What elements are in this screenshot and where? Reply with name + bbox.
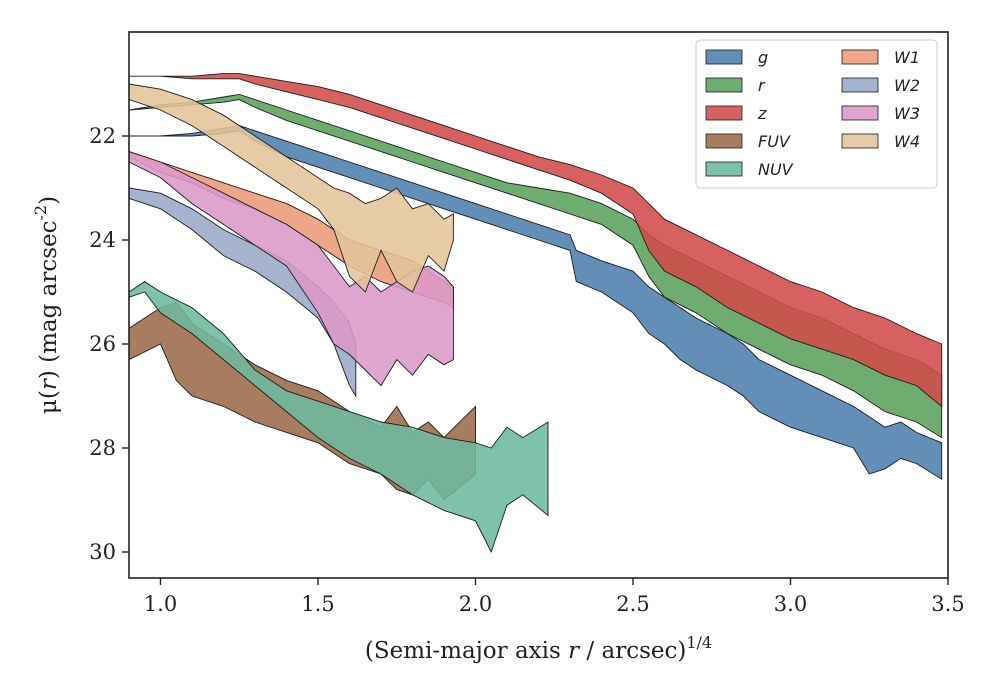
x-tick-label: 1.0 [144,592,177,616]
band-w4 [128,83,454,293]
legend-box [695,39,938,189]
band-z [129,73,943,408]
legend-label-w3: W3 [894,104,920,123]
y-tick-label: 26 [89,332,116,356]
y-tick-label: 24 [89,228,116,252]
legend-label-fuv: FUV [758,132,791,151]
band-nuv [128,281,549,554]
legend-label-r: r [758,76,766,95]
legend-label-w1: W1 [894,48,920,67]
x-tick-label: 3.5 [931,592,964,616]
plot-frame [128,31,949,579]
y-tick-label: 28 [89,436,116,460]
x-tick-label: 2.0 [459,592,492,616]
y-tick-label: 22 [89,124,116,148]
band-g [129,125,943,481]
x-tick-label: 2.5 [616,592,649,616]
legend-swatch-w3 [841,105,879,121]
legend-label-w4: W4 [894,132,920,151]
x-axis-label: (Semi-major axis r / arcsec)1/4 [365,633,712,664]
legend-swatch-w4 [841,133,879,149]
legend-label-w2: W2 [894,76,920,95]
x-tick-label: 3.0 [774,592,807,616]
legend-swatch-w2 [841,77,879,93]
legend-label-z: z [757,104,767,123]
y-axis-label: μ(r) (mag arcsec-2) [31,196,62,414]
x-tick-label: 1.5 [301,592,334,616]
legend-swatch-nuv [705,161,743,177]
band-w3 [128,150,454,387]
legend-swatch-g [705,49,743,65]
legend-swatch-r [705,77,743,93]
band-layer [128,73,943,554]
legend-swatch-w1 [841,49,879,65]
x-axis: 1.0 1.5 2.0 2.5 3.0 3.5 [144,578,965,616]
legend-label-nuv: NUV [758,160,794,179]
y-tick-label: 30 [89,540,116,564]
legend: grz FUV NUV W1 W2 W3 W4 [695,39,938,189]
y-axis: 22 24 26 28 30 [89,124,129,564]
legend-swatch-z [705,105,743,121]
legend-swatch-fuv [705,133,743,149]
legend-label-g: g [758,48,768,67]
